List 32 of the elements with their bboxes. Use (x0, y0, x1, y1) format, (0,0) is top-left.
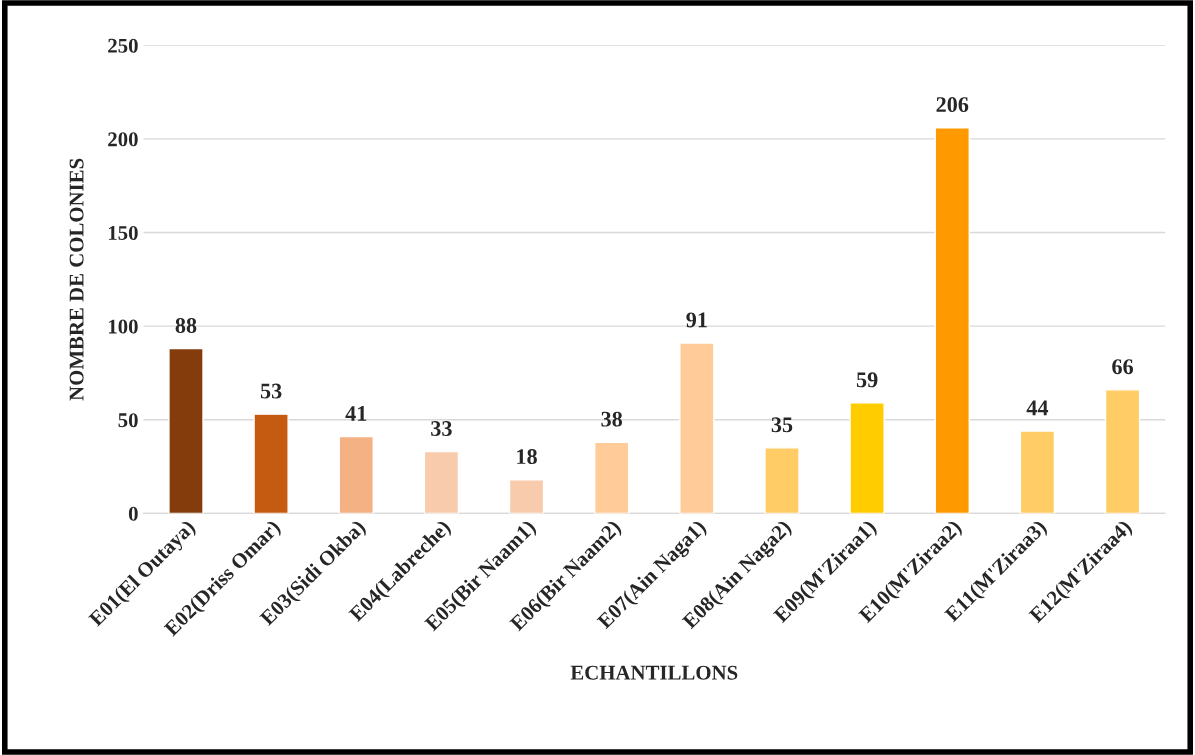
data-label: 41 (345, 406, 367, 421)
y-tick-label: 150 (108, 225, 138, 240)
data-label: 44 (1026, 400, 1049, 416)
bar (508, 479, 545, 514)
data-label: 53 (260, 383, 282, 399)
data-label: 91 (686, 312, 707, 328)
bar (1019, 430, 1056, 514)
y-tick-label: 200 (108, 132, 138, 147)
data-label: 18 (517, 449, 537, 465)
data-label: 59 (856, 372, 878, 388)
bar (934, 126, 970, 514)
bar (338, 435, 374, 514)
bar (1104, 389, 1141, 514)
y-tick-label: 0 (128, 506, 138, 521)
y-tick-label: 250 (108, 38, 138, 53)
data-label: 33 (431, 421, 452, 436)
bar (849, 402, 885, 514)
bar (679, 342, 715, 514)
data-label: 38 (601, 411, 623, 427)
bar (168, 347, 204, 514)
data-label: 206 (936, 97, 969, 113)
bar (593, 441, 630, 514)
y-tick-label: 100 (108, 319, 138, 334)
data-label: 35 (771, 417, 793, 433)
bar (423, 450, 460, 514)
data-label: 88 (175, 318, 197, 333)
bar (764, 447, 800, 514)
data-label: 66 (1112, 359, 1134, 375)
x-axis-title: ECHANTILLONS (570, 665, 738, 680)
y-axis-title: NOMBRE DE COLONIES (69, 158, 84, 401)
y-tick-label: 50 (118, 413, 138, 428)
bar (253, 413, 289, 514)
